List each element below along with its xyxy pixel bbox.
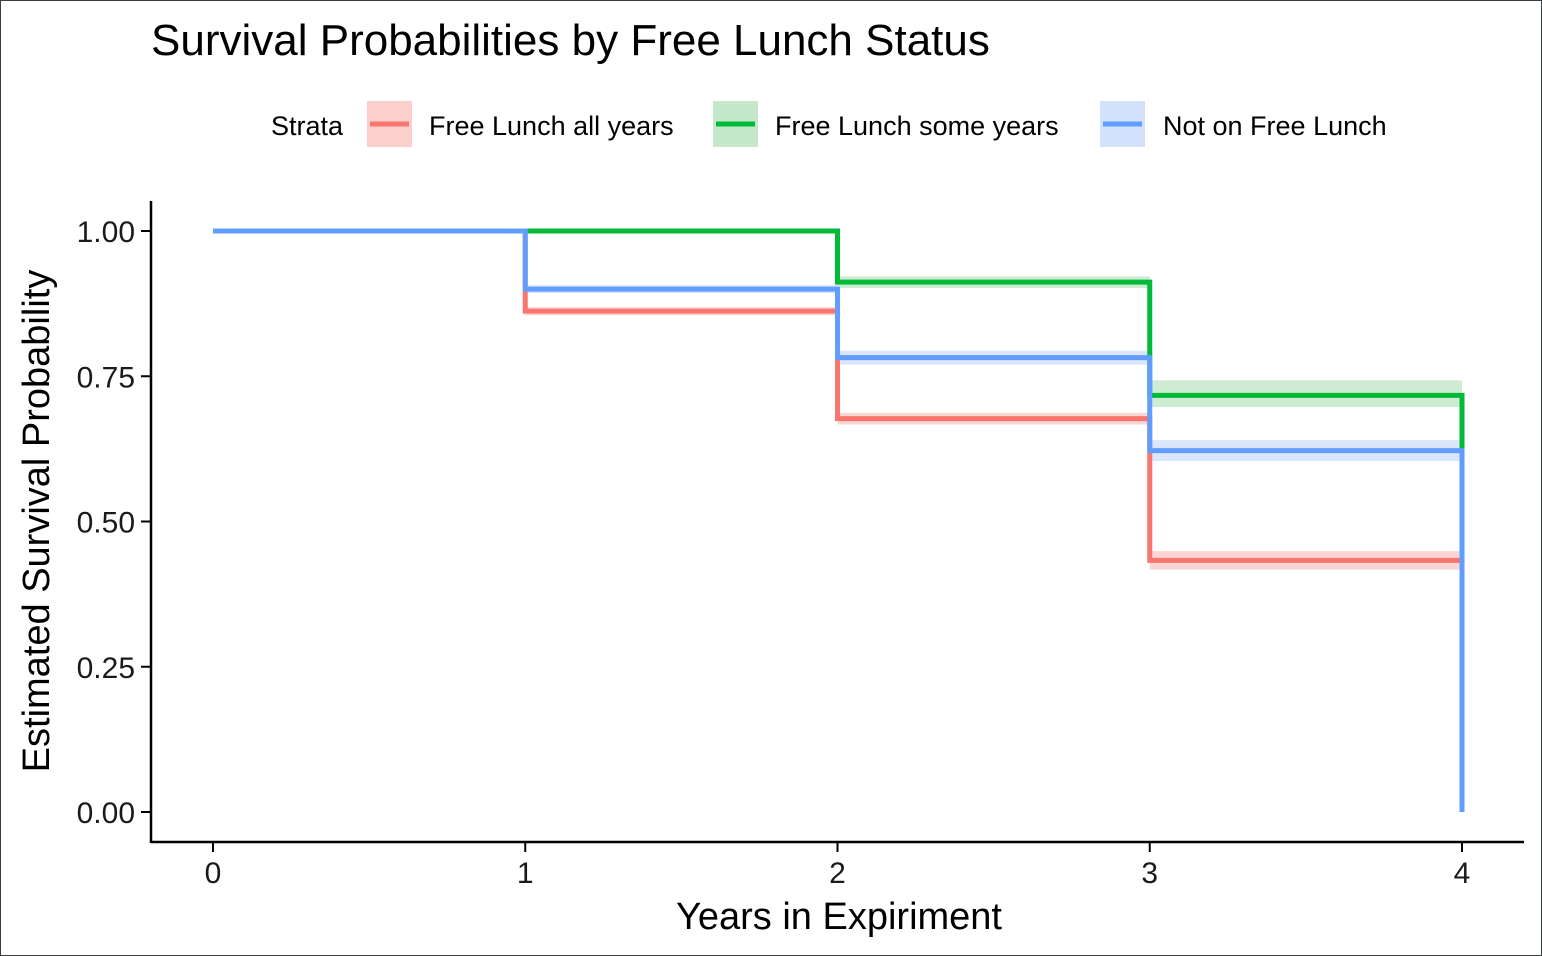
y-tick-label: 0.25 — [77, 652, 135, 685]
legend-item: Not on Free Lunch — [1100, 101, 1387, 147]
legend-item-label: Free Lunch some years — [775, 111, 1059, 141]
y-tick-label: 1.00 — [77, 216, 135, 249]
x-tick-label: 1 — [517, 857, 534, 890]
legend-items: Free Lunch all years Free Lunch some year… — [367, 101, 1387, 147]
y-axis-title: Estimated Survival Probability — [16, 270, 58, 773]
y-tick-label: 0.50 — [77, 507, 135, 540]
survival-curve-3 — [213, 228, 1465, 812]
x-ticks: 0 1 2 3 4 — [205, 842, 1471, 890]
x-tick-label: 0 — [205, 857, 222, 890]
x-tick-label: 2 — [829, 857, 846, 890]
axes: 0.00 0.25 0.50 0.75 1.00 0 1 2 3 4 — [77, 201, 1524, 890]
x-axis-title: Years in Expiriment — [676, 896, 1002, 938]
legend: Strata Free Lunch all years Free Lunch so… — [271, 101, 1387, 147]
legend-item-label: Free Lunch all years — [429, 111, 674, 141]
legend-item-label: Not on Free Lunch — [1163, 111, 1387, 141]
confidence-bands — [525, 276, 1462, 570]
chart-title: Survival Probabilities by Free Lunch Sta… — [151, 16, 990, 65]
legend-title: Strata — [271, 111, 344, 141]
survival-curves — [213, 228, 1465, 812]
y-tick-label: 0.00 — [77, 797, 135, 830]
y-ticks: 0.00 0.25 0.50 0.75 1.00 — [77, 216, 151, 830]
survival-curve-2 — [213, 228, 1465, 450]
legend-item: Free Lunch all years — [367, 101, 674, 147]
x-tick-label: 3 — [1141, 857, 1158, 890]
y-tick-label: 0.75 — [77, 361, 135, 394]
legend-item: Free Lunch some years — [713, 101, 1059, 147]
x-tick-label: 4 — [1454, 857, 1471, 890]
